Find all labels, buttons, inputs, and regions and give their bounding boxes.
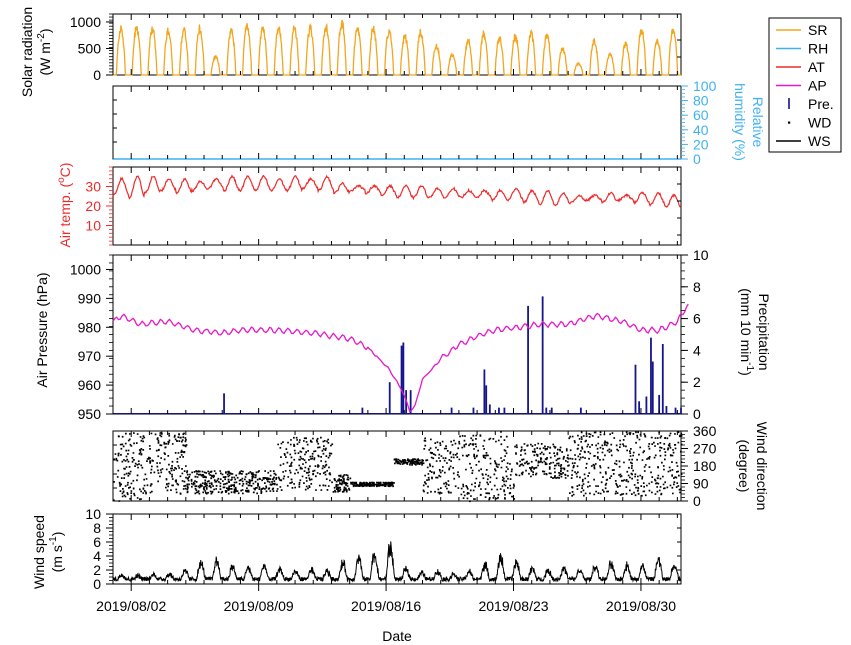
legend-label: WD <box>808 115 831 131</box>
svg-text:(W m-2): (W m-2) <box>36 28 53 75</box>
legend-item-wd: WD <box>788 115 831 131</box>
y-tick-label: 10 <box>693 247 709 263</box>
y-tick-label: 6 <box>693 311 701 327</box>
wind-direction-series <box>113 431 683 503</box>
svg-text:Air temp. (oC): Air temp. (oC) <box>56 163 73 248</box>
svg-text:Wind speed: Wind speed <box>31 515 47 589</box>
svg-text:Relative: Relative <box>750 97 766 148</box>
x-tick-label: 2019/08/02 <box>96 598 166 614</box>
y-tick-label: 4 <box>93 548 101 564</box>
y-tick-label: 30 <box>85 179 101 195</box>
axes-ticks: 2019/08/02 2019/08/09 2019/08/16 2019/08/23… <box>70 13 717 614</box>
y-tick-label: 0 <box>93 576 101 592</box>
y-tick-label: 6 <box>93 534 101 550</box>
solar-radiation-series <box>113 19 681 76</box>
y-tick-label: 960 <box>78 377 102 393</box>
legend-label: SR <box>808 22 827 38</box>
x-axis-title: Date <box>382 628 412 644</box>
y-tick-label: 90 <box>693 476 709 492</box>
windspeed-axis-title: Wind speed (m s-1) <box>31 515 65 589</box>
y-tick-label: 950 <box>78 406 102 422</box>
svg-text:Precipitation: Precipitation <box>756 293 772 370</box>
y-tick-label: 2 <box>693 374 701 390</box>
svg-text:Wind direction: Wind direction <box>754 422 770 511</box>
y-tick-label: 4 <box>693 342 701 358</box>
airtemp-axis-title: Air temp. (oC) <box>56 163 73 248</box>
y-tick-label: 270 <box>693 441 717 457</box>
solar-panel-frame <box>112 13 682 76</box>
precip-axis-title: Precipitation (mm 10 min-1) <box>738 288 772 375</box>
wind-speed-line <box>112 541 682 584</box>
svg-text:(degree): (degree) <box>736 440 752 493</box>
y-tick-label: 10 <box>85 506 101 522</box>
y-tick-label: 500 <box>78 40 102 56</box>
pressure-axis-title: Air Pressure (hPa) <box>34 272 50 387</box>
y-tick-label: 180 <box>693 458 717 474</box>
legend-item-sr: SR <box>776 22 827 38</box>
y-tick-label: 100 <box>693 78 717 94</box>
x-tick-label: 2019/08/16 <box>351 598 421 614</box>
y-tick-label: 980 <box>78 319 102 335</box>
y-tick-label: 0 <box>693 151 701 167</box>
y-tick-label: 360 <box>693 423 717 439</box>
y-tick-label: 970 <box>78 348 102 364</box>
y-tick-label: 20 <box>85 198 101 214</box>
legend-label: RH <box>808 41 828 57</box>
legend-label: AP <box>808 78 827 94</box>
y-tick-label: 8 <box>93 520 101 536</box>
y-tick-label: 10 <box>85 218 101 234</box>
y-tick-label: 40 <box>693 122 709 138</box>
y-tick-label: 1000 <box>70 261 101 277</box>
precipitation-series <box>113 296 682 414</box>
legend-label: AT <box>808 59 825 75</box>
y-tick-label: 80 <box>693 93 709 109</box>
wind-speed-series <box>112 541 682 584</box>
legend-swatch <box>788 121 791 124</box>
airtemp-panel-frame <box>112 166 682 246</box>
air-temperature-line <box>112 174 681 208</box>
y-tick-label: 990 <box>78 290 102 306</box>
y-tick-label: 1000 <box>70 14 101 30</box>
solar-axis-title: Solar radiation (W m-2) <box>19 7 53 97</box>
legend-label: Pre. <box>808 96 834 112</box>
legend-label: WS <box>808 133 831 149</box>
svg-text:(mm 10 min-1): (mm 10 min-1) <box>738 288 755 375</box>
air-temperature-series <box>112 174 681 208</box>
legend-item-ws: WS <box>776 133 831 149</box>
air-pressure-line <box>112 303 689 413</box>
solar-radiation-line <box>113 19 681 76</box>
x-tick-label: 2019/08/23 <box>478 598 548 614</box>
winddir-axis-title: Wind direction (degree) <box>736 422 770 511</box>
svg-text:(m s-1): (m s-1) <box>48 532 65 573</box>
y-tick-label: 0 <box>693 406 701 422</box>
x-tick-label: 2019/08/09 <box>224 598 294 614</box>
x-tick-label: 2019/08/30 <box>606 598 676 614</box>
humidity-panel-frame <box>112 85 682 160</box>
y-tick-label: 20 <box>693 136 709 152</box>
legend: SR RH AT AP Pre. WD WS <box>768 17 842 153</box>
y-tick-label: 2 <box>93 562 101 578</box>
humidity-axis-title: Relative humidity (%) <box>732 83 766 161</box>
legend-item-pre: Pre. <box>788 96 834 112</box>
air-pressure-series <box>112 303 689 413</box>
svg-text:humidity (%): humidity (%) <box>732 83 748 161</box>
y-tick-label: 8 <box>693 279 701 295</box>
legend-item-at: AT <box>776 59 825 75</box>
y-tick-label: 0 <box>693 493 701 509</box>
pressure-panel-frame <box>112 254 682 415</box>
svg-text:Solar radiation: Solar radiation <box>19 7 35 97</box>
legend-item-rh: RH <box>776 41 828 57</box>
y-tick-label: 0 <box>93 67 101 83</box>
y-tick-label: 60 <box>693 107 709 123</box>
legend-item-ap: AP <box>776 78 827 94</box>
wind-direction-points <box>113 431 683 503</box>
